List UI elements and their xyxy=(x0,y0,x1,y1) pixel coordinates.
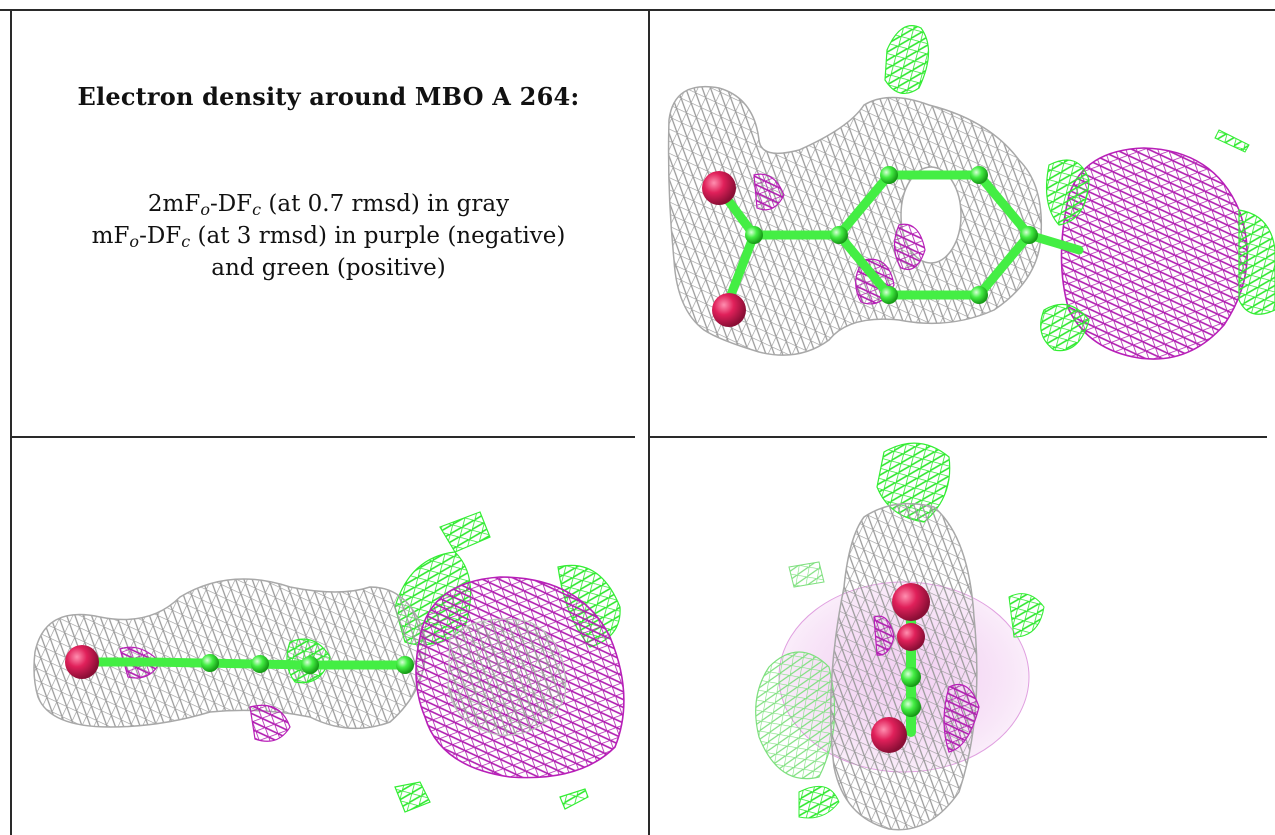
positive-blob-right-edge xyxy=(1238,209,1275,315)
oxygen-atom-2 xyxy=(897,623,925,651)
positive-blob-bottom xyxy=(798,785,840,819)
density-panel-bottom-left xyxy=(10,437,635,835)
legend-line1-prefix: 2mF xyxy=(147,191,201,217)
gray-density-mesh xyxy=(829,502,978,831)
legend-title: Electron density around MBO A 264: xyxy=(77,82,580,111)
carbon-atom-4 xyxy=(396,656,414,674)
density-panel-bottom-right xyxy=(649,437,1275,835)
molecule-bonds xyxy=(77,657,410,670)
oxygen-atom xyxy=(65,645,99,679)
negative-blob-ring xyxy=(893,223,926,271)
legend-line1-sub-c: c xyxy=(252,200,262,219)
legend-line2-mid: -DF xyxy=(139,223,182,249)
carbon-atom-4 xyxy=(970,166,988,184)
table-rule-middle-right xyxy=(649,436,1267,438)
carbon-atom-5 xyxy=(1020,226,1038,244)
positive-blob-right xyxy=(1008,593,1045,638)
density-panel-top-right xyxy=(649,10,1275,425)
carbon-atom-1 xyxy=(901,667,921,687)
carbon-atom-3 xyxy=(301,656,319,674)
density-view-bottom-left xyxy=(33,511,625,813)
legend-line-mfo-dfc: mFo-DFc (at 3 rmsd) in purple (negative) xyxy=(10,220,647,252)
negative-blob-right xyxy=(943,683,980,753)
negative-blob-center xyxy=(873,615,895,656)
carbon-atom-2 xyxy=(251,655,269,673)
legend-text: 2mFo-DFc (at 0.7 rmsd) in gray mFo-DFc (… xyxy=(10,188,647,284)
density-view-bottom-right xyxy=(755,442,1045,831)
table-rule-middle-left xyxy=(10,436,635,438)
positive-blob-lower-right xyxy=(1040,303,1090,352)
positive-blob-bottom-right xyxy=(559,788,589,810)
legend-line2-sub-c: c xyxy=(181,232,191,251)
carbon-atom-6 xyxy=(970,286,988,304)
carbon-atom-1 xyxy=(745,226,763,244)
positive-blob-top xyxy=(884,25,930,95)
positive-blob-top xyxy=(439,511,491,553)
density-view-top-right xyxy=(667,25,1275,360)
carbon-atom-1 xyxy=(201,654,219,672)
legend-line1-suffix: (at 0.7 rmsd) in gray xyxy=(261,191,510,217)
positive-blob-bottom xyxy=(394,781,431,813)
negative-blob-small-left xyxy=(753,173,785,211)
positive-blob-small xyxy=(1214,129,1250,153)
table-rule-top xyxy=(0,9,1275,11)
legend-panel: Electron density around MBO A 264: 2mFo-… xyxy=(10,10,647,425)
legend-line1-mid: -DF xyxy=(209,191,253,217)
oxygen-atom-3 xyxy=(871,717,907,753)
negative-blob-small xyxy=(249,704,291,742)
legend-line-2mfo-dfc: 2mFo-DFc (at 0.7 rmsd) in gray xyxy=(10,188,647,220)
positive-blob-left-small xyxy=(788,561,825,588)
oxygen-atom-1 xyxy=(892,583,930,621)
legend-line-green: and green (positive) xyxy=(211,255,446,281)
table-rule-left xyxy=(10,9,12,835)
positive-blob-left xyxy=(755,651,836,780)
table-rule-vertical xyxy=(648,9,650,835)
legend-line2-suffix: (at 3 rmsd) in purple (negative) xyxy=(190,223,566,249)
oxygen-atom-1 xyxy=(702,171,736,205)
carbon-atom-7 xyxy=(880,286,898,304)
legend-line1-sub-o: o xyxy=(200,200,210,219)
carbon-atom-2 xyxy=(830,226,848,244)
gray-mesh-overlap xyxy=(447,618,567,736)
legend-line2-sub-o: o xyxy=(129,232,140,251)
oxygen-atom-2 xyxy=(712,293,746,327)
carbon-atom-3 xyxy=(880,166,898,184)
carbon-atom-2 xyxy=(901,697,921,717)
legend-line2-prefix: mF xyxy=(91,223,130,249)
positive-blob-ring-right xyxy=(1045,159,1090,226)
